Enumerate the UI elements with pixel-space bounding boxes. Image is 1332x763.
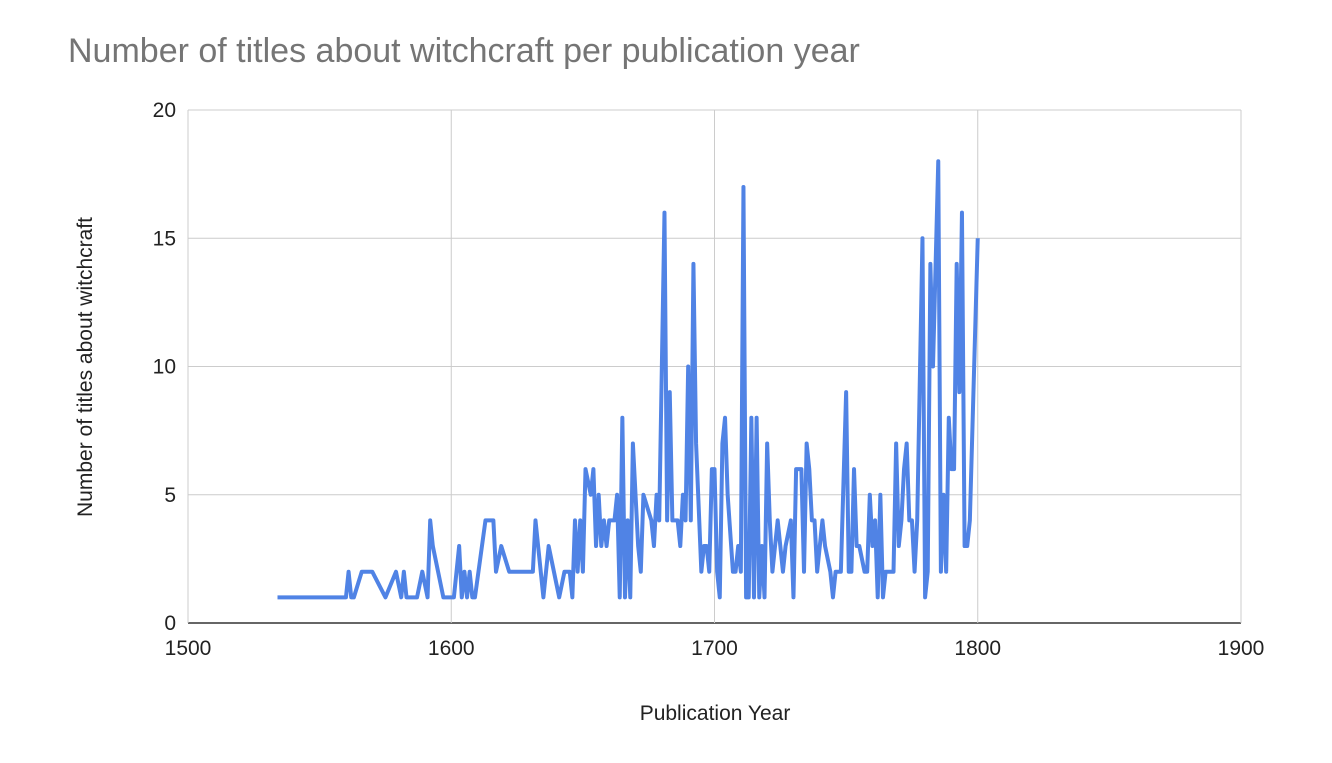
x-axis-label: Publication Year bbox=[640, 702, 791, 725]
y-tick-label: 0 bbox=[164, 612, 176, 635]
y-axis-label: Number of titles about witchcraft bbox=[74, 217, 97, 517]
y-tick-label: 20 bbox=[153, 99, 176, 122]
y-tick-label: 10 bbox=[153, 356, 176, 379]
x-tick-label: 1600 bbox=[428, 637, 475, 660]
x-tick-label: 1700 bbox=[691, 637, 738, 660]
y-tick-label: 15 bbox=[153, 227, 176, 250]
x-tick-label: 1900 bbox=[1218, 637, 1265, 660]
y-tick-label: 5 bbox=[164, 484, 176, 507]
data-line bbox=[277, 159, 980, 600]
chart-title: Number of titles about witchcraft per pu… bbox=[68, 32, 860, 70]
x-tick-label: 1500 bbox=[165, 637, 212, 660]
x-tick-label: 1800 bbox=[954, 637, 1001, 660]
